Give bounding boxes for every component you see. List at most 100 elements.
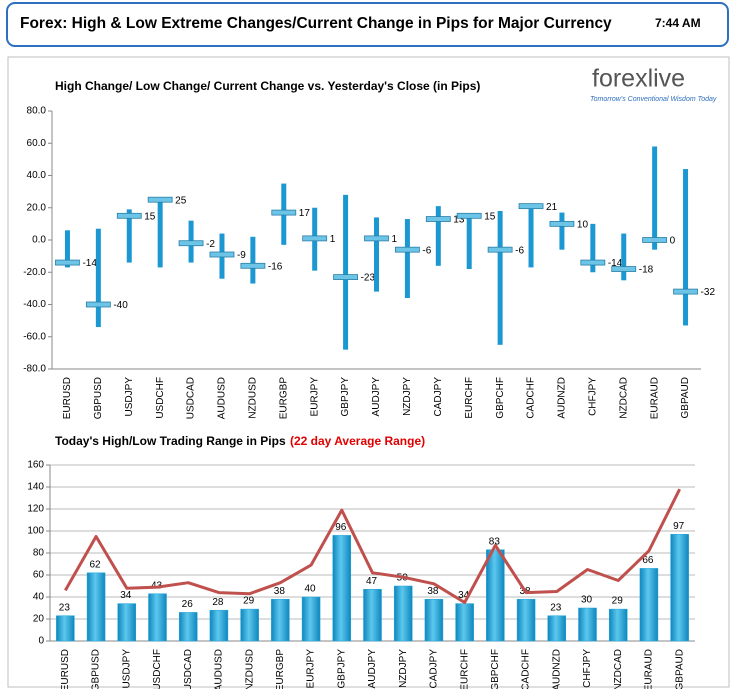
x-tick-label: USDCAD (183, 649, 194, 689)
current-marker (611, 266, 637, 272)
x-tick-label: NZDUSD (248, 377, 259, 419)
chart-title: High Change/ Low Change/ Current Change … (55, 79, 480, 93)
y-tick-label: 80.0 (27, 106, 47, 117)
data-label: 15 (484, 211, 496, 222)
range-bar (64, 230, 70, 268)
range-bar (652, 146, 658, 250)
data-label: -9 (237, 250, 246, 261)
data-label: 17 (299, 208, 311, 219)
range-bar (621, 233, 627, 281)
current-marker (580, 259, 606, 266)
data-label: 47 (366, 576, 378, 587)
x-tick-label: NZDUSD (244, 649, 255, 689)
average-line (64, 488, 681, 604)
current-marker (395, 246, 420, 253)
x-tick-label: USDCAD (186, 377, 197, 419)
data-label: 26 (182, 599, 194, 610)
range-bar (157, 199, 163, 268)
y-tick-label: 160 (27, 460, 44, 471)
current-marker (147, 196, 173, 203)
data-label: 10 (577, 220, 589, 231)
y-tick-label: 40 (33, 592, 45, 603)
bar (301, 596, 321, 642)
x-tick-label: CHFJPY (582, 649, 593, 688)
data-label: 66 (642, 555, 654, 566)
title-note: (22 day Average Range) (290, 434, 425, 448)
current-marker (518, 203, 544, 210)
x-tick-label: EURJPY (306, 649, 317, 689)
x-tick-label: EURCHF (464, 377, 475, 419)
x-tick-label: EURCHF (459, 649, 470, 689)
x-tick-label: EURGBP (278, 377, 289, 420)
y-tick-label: 0.0 (32, 235, 46, 246)
y-tick-label: 20 (33, 614, 45, 625)
x-tick-label: CHFJPY (587, 377, 598, 416)
range-bar (250, 236, 256, 284)
y-tick-label: 20.0 (27, 202, 47, 213)
range-bar (343, 194, 349, 350)
data-label: -6 (422, 245, 431, 256)
current-marker (116, 212, 142, 219)
x-tick-label: AUDNZD (551, 649, 562, 689)
current-marker (85, 301, 111, 308)
range-bar (404, 219, 410, 299)
x-tick-label: USDCHF (152, 649, 163, 689)
x-tick-label: EURUSD (62, 377, 73, 419)
bar (86, 572, 106, 642)
x-tick-label: CADJPY (429, 649, 440, 689)
x-tick-label: CADJPY (433, 377, 444, 417)
x-tick-label: GBPCHF (495, 377, 506, 419)
y-tick-label: 60 (33, 570, 45, 581)
x-tick-label: NZDJPY (398, 649, 409, 688)
data-label: 15 (144, 211, 156, 222)
current-marker (487, 246, 513, 253)
data-label: 0 (670, 236, 676, 247)
header-time: 7:44 AM (655, 16, 701, 30)
range-bar (95, 228, 101, 328)
data-label: 13 (453, 215, 465, 226)
data-label: 23 (59, 602, 71, 613)
data-label: 1 (330, 234, 336, 245)
bar (424, 598, 444, 642)
data-label: -16 (268, 261, 283, 272)
data-label: 23 (550, 602, 562, 613)
data-label: -23 (361, 273, 376, 284)
x-tick-label: CADCHF (526, 377, 537, 419)
data-label: 97 (673, 521, 685, 532)
current-marker (240, 262, 266, 269)
chart-panel (7, 56, 730, 688)
bar (393, 585, 413, 642)
x-tick-label: EURUSD (60, 649, 71, 689)
current-marker (549, 220, 575, 227)
bar (578, 607, 597, 642)
x-tick-label: USDCHF (155, 377, 166, 419)
data-label: 25 (175, 195, 187, 206)
range-bar (374, 217, 379, 292)
bar (117, 603, 137, 642)
x-tick-label: AUDUSD (214, 649, 225, 689)
x-tick-label: NZDCAD (613, 649, 624, 689)
data-label: -14 (608, 258, 623, 269)
y-tick-label: 40.0 (27, 170, 47, 181)
header-title: Forex: High & Low Extreme Changes/Curren… (20, 15, 612, 32)
bar (209, 609, 229, 642)
y-tick-label: 60.0 (27, 138, 47, 149)
x-tick-label: NZDJPY (402, 377, 413, 416)
data-label: -6 (515, 245, 524, 256)
data-label: 30 (581, 595, 593, 606)
x-tick-label: AUDNZD (557, 377, 568, 419)
bar (670, 534, 689, 642)
current-marker (364, 235, 389, 242)
data-label: 38 (274, 586, 286, 597)
x-tick-label: NZDCAD (618, 377, 629, 419)
y-tick-label: -60.0 (23, 331, 46, 342)
range-bar (466, 214, 472, 270)
data-label: 28 (212, 597, 224, 608)
bar (332, 535, 352, 642)
x-tick-label: EURGBP (275, 649, 286, 689)
range-bar (683, 169, 689, 326)
data-label: -32 (701, 287, 716, 298)
x-tick-label: AUDJPY (371, 377, 382, 417)
bar (608, 608, 628, 642)
range-bar (126, 209, 132, 263)
